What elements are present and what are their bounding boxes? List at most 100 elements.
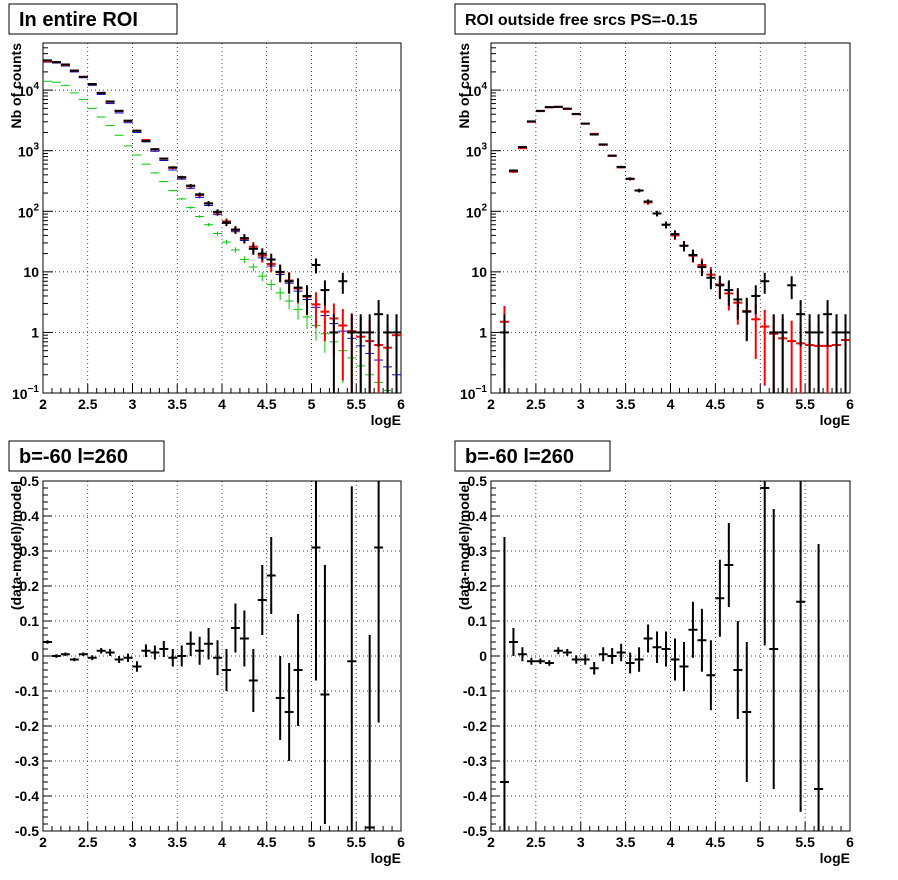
y-tick-label: -0.1	[463, 683, 487, 699]
x-tick-label: 5.5	[347, 396, 367, 412]
title-box	[454, 3, 766, 35]
title-box	[454, 440, 611, 472]
x-tick-label: 3	[129, 834, 137, 850]
data-layer	[43, 481, 384, 831]
x-tick-label: 3.5	[168, 834, 188, 850]
y-tick-label: 1	[479, 324, 487, 340]
y-axis-label: (data-model)/model	[456, 481, 472, 610]
panel-title: b=-60 l=260	[8, 440, 165, 472]
y-tick-label: -0.2	[463, 718, 487, 734]
x-tick-label: 4	[218, 834, 226, 850]
x-tick-label: 3	[129, 396, 137, 412]
x-tick-label: 2	[39, 834, 47, 850]
y-tick-label: 1	[31, 324, 39, 340]
x-axis-label: logE	[820, 412, 850, 428]
y-tick-label: 0.3	[20, 543, 40, 559]
x-tick-label: 5.5	[347, 834, 367, 850]
x-tick-label: 5.5	[795, 396, 815, 412]
y-tick-base: 10	[466, 144, 482, 160]
y-tick-label: 0.4	[20, 508, 40, 524]
panel-title: In entire ROI	[8, 3, 178, 35]
x-tick-label: 5	[308, 834, 316, 850]
y-tick-base: 10	[18, 144, 34, 160]
x-axis-label: logE	[820, 850, 850, 866]
y-tick-exponent: 2	[33, 202, 39, 213]
y-tick-label: 10−1	[460, 384, 487, 402]
x-tick-label: 6	[846, 834, 854, 850]
y-tick-label: 10−1	[12, 384, 39, 402]
y-tick-base: 10	[18, 83, 34, 99]
y-tick-exponent: 2	[481, 202, 487, 213]
x-tick-label: 2.5	[526, 834, 546, 850]
y-tick-label: 0.5	[20, 473, 40, 489]
y-tick-base: 10	[466, 83, 482, 99]
x-tick-label: 5	[308, 396, 316, 412]
x-tick-label: 4	[218, 396, 226, 412]
y-tick-base: 10	[12, 386, 28, 402]
y-tick-label: 0.5	[468, 473, 488, 489]
data-layer	[499, 481, 824, 831]
title-text: b=-60 l=260	[19, 446, 128, 468]
x-tick-label: 4	[667, 834, 675, 850]
y-tick-exponent: 4	[33, 81, 39, 92]
title-box	[8, 440, 165, 472]
y-tick-label: -0.4	[463, 788, 487, 804]
series-1	[499, 481, 824, 831]
x-tick-label: 5	[756, 396, 764, 412]
series-1	[499, 105, 850, 393]
x-tick-label: 4.5	[257, 834, 277, 850]
x-tick-label: 2	[487, 834, 495, 850]
x-tick-label: 6	[397, 396, 405, 412]
x-tick-label: 3.5	[616, 834, 636, 850]
y-tick-label: -0.2	[15, 718, 39, 734]
y-tick-base: 10	[460, 386, 476, 402]
panel-2: 2 2.5 3 3.5 4 4.5 5 5.5 610−1110102103104logENb …	[454, 3, 854, 428]
data-layer	[43, 59, 401, 393]
panel-3: 2 2.5 3 3.5 4 4.5 5 5.5 6 -0.5 -0.4 -0.3 -0.2 -0.1 0 0.…	[8, 440, 405, 866]
x-tick-label: 3	[577, 834, 585, 850]
data-layer	[499, 105, 850, 393]
x-tick-label: 5	[756, 834, 764, 850]
panel-title: b=-60 l=260	[454, 440, 611, 472]
x-tick-label: 2.5	[526, 396, 546, 412]
y-tick-base: 10	[18, 204, 34, 220]
title-text: ROI outside free srcs PS=-0.15	[465, 12, 698, 29]
y-tick-label: 10	[471, 264, 487, 280]
y-tick-label: 0.1	[20, 613, 40, 629]
y-tick-label: -0.5	[15, 823, 39, 839]
y-tick-label: 0.2	[20, 578, 40, 594]
x-axis-label: logE	[371, 412, 401, 428]
y-tick-exponent: 3	[33, 142, 39, 153]
y-tick-base: 10	[466, 204, 482, 220]
panel-4: 2 2.5 3 3.5 4 4.5 5 5.5 6 -0.5 -0.4 -0.3 -0.2 -0.1 0 0.…	[454, 440, 854, 866]
y-tick-exponent: −1	[476, 384, 488, 395]
x-tick-label: 6	[397, 834, 405, 850]
y-axis-label: Nb of counts	[456, 43, 472, 129]
y-tick-label: 104	[466, 81, 488, 99]
y-tick-label: -0.4	[15, 788, 39, 804]
x-tick-label: 4.5	[257, 396, 277, 412]
y-tick-exponent: 4	[481, 81, 487, 92]
x-tick-label: 2	[39, 396, 47, 412]
y-tick-label: 10	[23, 264, 39, 280]
y-tick-label: -0.5	[463, 823, 487, 839]
series-2	[499, 105, 850, 393]
x-tick-label: 3.5	[168, 396, 188, 412]
y-tick-label: 102	[466, 202, 488, 220]
x-tick-label: 5.5	[795, 834, 815, 850]
y-tick-label: 102	[18, 202, 40, 220]
x-tick-label: 3	[577, 396, 585, 412]
y-tick-label: -0.3	[463, 753, 487, 769]
panel-1: 2 2.5 3 3.5 4 4.5 5 5.5 610−1110102103104logENb …	[8, 3, 405, 428]
title-box	[8, 3, 178, 35]
x-tick-label: 3.5	[616, 396, 636, 412]
y-tick-label: 0.4	[468, 508, 488, 524]
x-axis-label: logE	[371, 850, 401, 866]
x-tick-label: 2.5	[78, 834, 98, 850]
y-tick-label: 0.3	[468, 543, 488, 559]
y-tick-label: 0.2	[468, 578, 488, 594]
x-tick-label: 4.5	[706, 834, 726, 850]
y-tick-label: -0.3	[15, 753, 39, 769]
